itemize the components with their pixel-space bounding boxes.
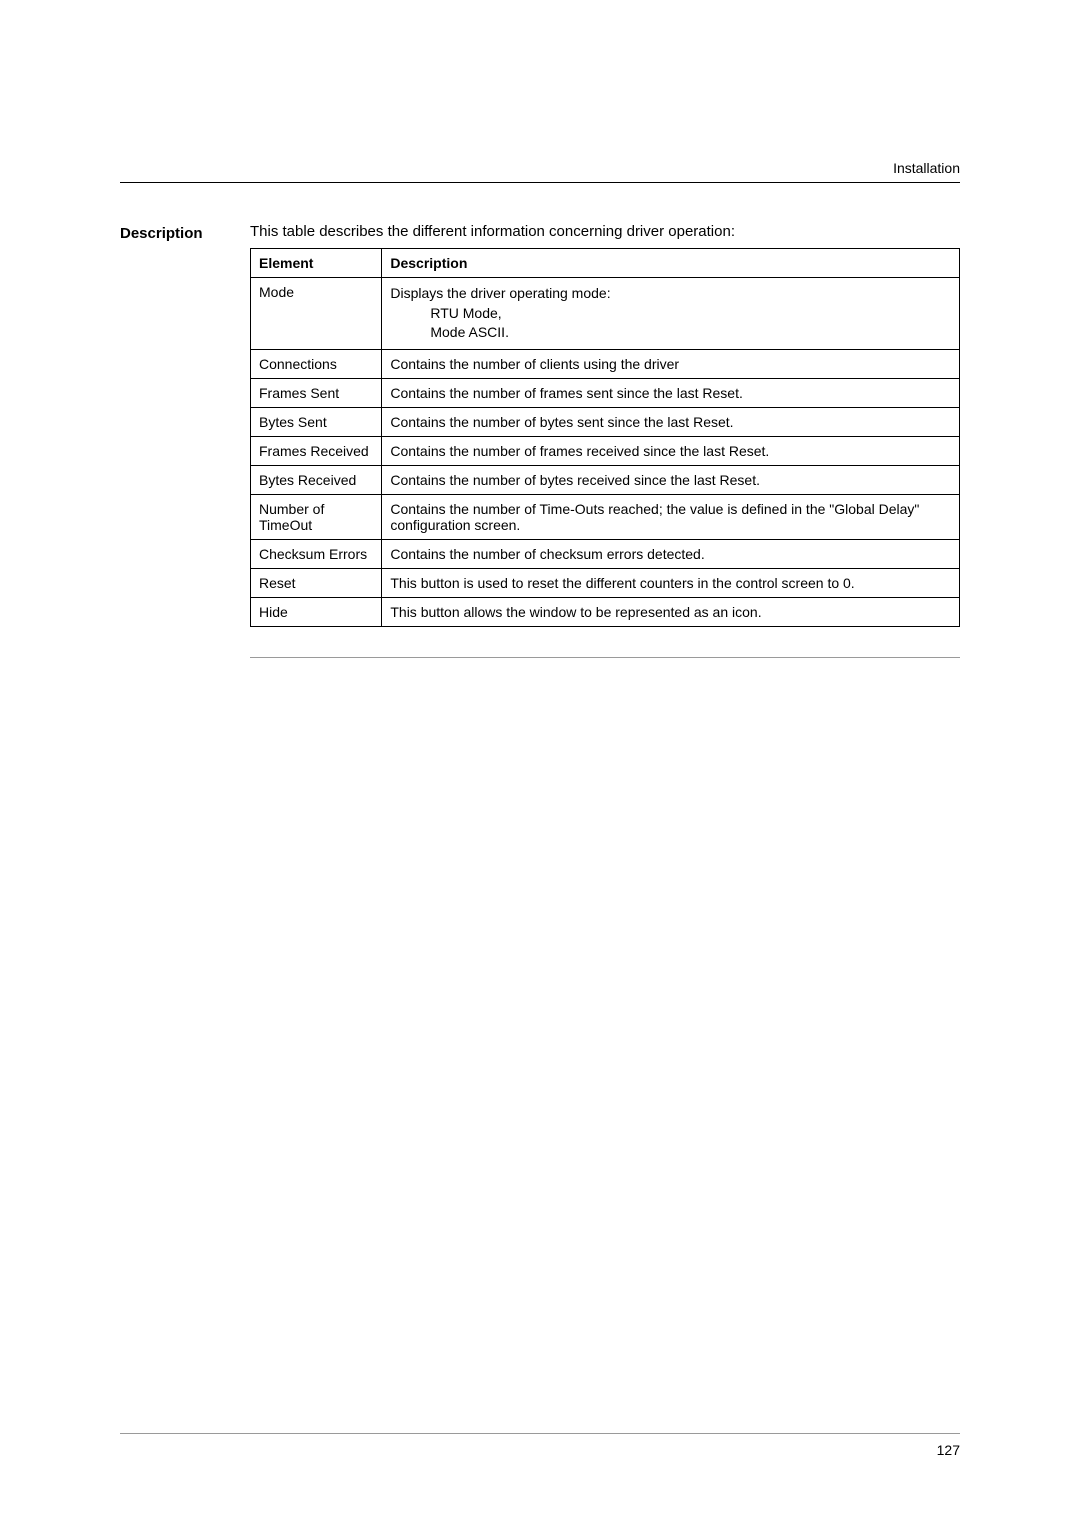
cell-description: Contains the number of frames sent since…: [382, 378, 960, 407]
page-number: 127: [120, 1442, 960, 1458]
table-row: Reset This button is used to reset the d…: [251, 568, 960, 597]
cell-description: Contains the number of frames received s…: [382, 436, 960, 465]
table-row: Frames Sent Contains the number of frame…: [251, 378, 960, 407]
cell-element: Hide: [251, 597, 382, 626]
cell-element: Frames Sent: [251, 378, 382, 407]
table-row: Bytes Sent Contains the number of bytes …: [251, 407, 960, 436]
body-row: Description This table describes the dif…: [120, 223, 960, 666]
cell-element: Frames Received: [251, 436, 382, 465]
section-title: Installation: [120, 160, 960, 176]
page-header: Installation: [120, 160, 960, 183]
side-label: Description: [120, 223, 250, 242]
footer-rule: [120, 1433, 960, 1434]
cell-description: Contains the number of bytes sent since …: [382, 407, 960, 436]
mode-main: Displays the driver operating mode:: [390, 285, 610, 301]
mode-sub1: RTU Mode,: [390, 304, 951, 324]
table-row: Mode Displays the driver operating mode:…: [251, 278, 960, 350]
section-end-rule: [250, 657, 960, 658]
cell-element: Bytes Sent: [251, 407, 382, 436]
table-header-row: Element Description: [251, 249, 960, 278]
cell-element: Connections: [251, 349, 382, 378]
table-row: Bytes Received Contains the number of by…: [251, 465, 960, 494]
page: Installation Description This table desc…: [0, 0, 1080, 1528]
cell-description: Contains the number of checksum errors d…: [382, 539, 960, 568]
cell-element: Number of TimeOut: [251, 494, 382, 539]
cell-element: Checksum Errors: [251, 539, 382, 568]
cell-description: Contains the number of clients using the…: [382, 349, 960, 378]
header-rule: [120, 182, 960, 183]
col-header-description: Description: [382, 249, 960, 278]
cell-description: Displays the driver operating mode: RTU …: [382, 278, 960, 350]
cell-element: Mode: [251, 278, 382, 350]
cell-description: This button is used to reset the differe…: [382, 568, 960, 597]
cell-description: This button allows the window to be repr…: [382, 597, 960, 626]
table-row: Checksum Errors Contains the number of c…: [251, 539, 960, 568]
table-row: Hide This button allows the window to be…: [251, 597, 960, 626]
col-header-element: Element: [251, 249, 382, 278]
content-column: This table describes the different infor…: [250, 223, 960, 666]
intro-text: This table describes the different infor…: [250, 223, 960, 240]
cell-element: Reset: [251, 568, 382, 597]
cell-description: Contains the number of Time-Outs reached…: [382, 494, 960, 539]
mode-sub2: Mode ASCII.: [390, 323, 951, 343]
table-row: Frames Received Contains the number of f…: [251, 436, 960, 465]
cell-element: Bytes Received: [251, 465, 382, 494]
table-row: Connections Contains the number of clien…: [251, 349, 960, 378]
description-table: Element Description Mode Displays the dr…: [250, 248, 960, 627]
page-footer: 127: [120, 1425, 960, 1458]
cell-description: Contains the number of bytes received si…: [382, 465, 960, 494]
table-row: Number of TimeOut Contains the number of…: [251, 494, 960, 539]
